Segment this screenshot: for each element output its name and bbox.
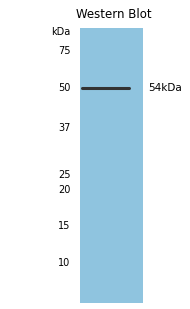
Text: 37: 37 xyxy=(58,123,70,133)
Text: 50: 50 xyxy=(58,83,70,93)
Text: 20: 20 xyxy=(58,185,70,195)
Text: 25: 25 xyxy=(58,170,70,180)
Text: kDa: kDa xyxy=(51,28,70,37)
Text: 54kDa: 54kDa xyxy=(148,83,182,93)
Text: 10: 10 xyxy=(58,258,70,268)
Text: 15: 15 xyxy=(58,221,70,231)
Text: 75: 75 xyxy=(58,46,70,56)
FancyBboxPatch shape xyxy=(80,28,142,303)
Text: Western Blot: Western Blot xyxy=(76,8,152,21)
